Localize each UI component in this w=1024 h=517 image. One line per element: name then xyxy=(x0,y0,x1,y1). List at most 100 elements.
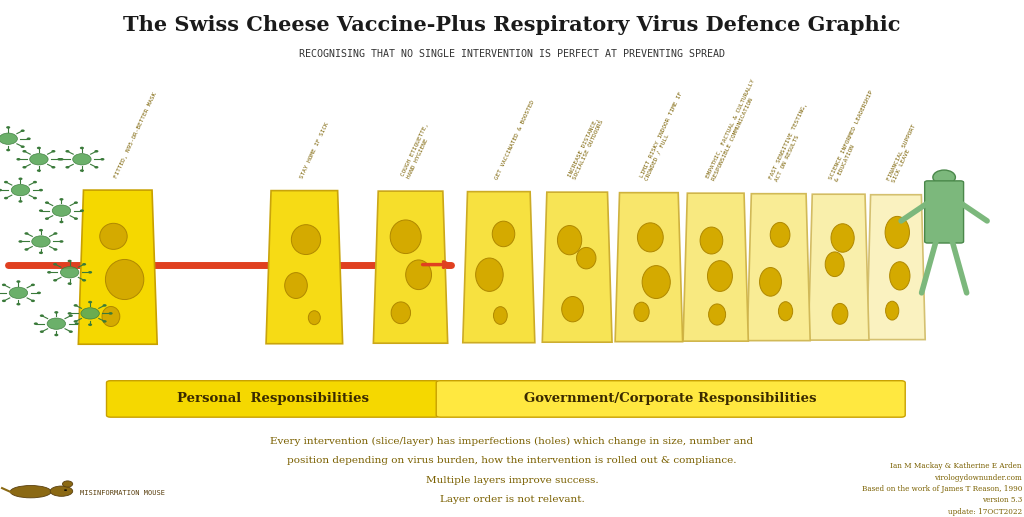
Ellipse shape xyxy=(475,258,503,292)
Ellipse shape xyxy=(59,240,63,243)
Ellipse shape xyxy=(80,209,84,212)
Ellipse shape xyxy=(557,225,582,255)
Ellipse shape xyxy=(37,169,41,172)
Text: Personal  Responsibilities: Personal Responsibilities xyxy=(177,392,369,405)
Ellipse shape xyxy=(31,284,35,286)
Text: Every intervention (slice/layer) has imperfections (holes) which change in size,: Every intervention (slice/layer) has imp… xyxy=(270,437,754,446)
Ellipse shape xyxy=(66,166,70,169)
Text: STAY HOME IF SICK: STAY HOME IF SICK xyxy=(300,121,331,179)
Ellipse shape xyxy=(23,166,27,169)
Ellipse shape xyxy=(391,302,411,324)
Ellipse shape xyxy=(109,312,113,315)
Ellipse shape xyxy=(0,133,17,144)
Text: Based on the work of James T Reason, 1990: Based on the work of James T Reason, 199… xyxy=(861,485,1022,493)
Ellipse shape xyxy=(6,126,10,129)
Ellipse shape xyxy=(10,485,51,498)
Ellipse shape xyxy=(31,299,35,302)
Polygon shape xyxy=(866,195,926,340)
Ellipse shape xyxy=(66,150,70,153)
Ellipse shape xyxy=(886,301,899,320)
Ellipse shape xyxy=(642,266,671,298)
Polygon shape xyxy=(374,191,447,343)
Ellipse shape xyxy=(88,301,92,303)
Ellipse shape xyxy=(34,323,38,325)
Ellipse shape xyxy=(20,129,25,132)
Ellipse shape xyxy=(74,304,78,307)
Text: Government/Corporate Responsibilities: Government/Corporate Responsibilities xyxy=(524,392,817,405)
Ellipse shape xyxy=(81,308,99,319)
Ellipse shape xyxy=(18,177,23,180)
Ellipse shape xyxy=(69,330,73,333)
Ellipse shape xyxy=(634,302,649,322)
Ellipse shape xyxy=(18,200,23,203)
Ellipse shape xyxy=(47,318,66,329)
Ellipse shape xyxy=(885,217,909,248)
Ellipse shape xyxy=(390,220,421,253)
Ellipse shape xyxy=(16,158,20,161)
Ellipse shape xyxy=(833,303,848,324)
Ellipse shape xyxy=(80,147,84,149)
Ellipse shape xyxy=(37,292,41,294)
Ellipse shape xyxy=(25,248,29,251)
Text: FINANCIAL SUPPORT
SICK LEAVE: FINANCIAL SUPPORT SICK LEAVE xyxy=(886,123,922,184)
Ellipse shape xyxy=(100,158,104,161)
Polygon shape xyxy=(683,193,749,341)
Ellipse shape xyxy=(33,181,37,184)
Ellipse shape xyxy=(20,145,25,148)
Ellipse shape xyxy=(32,236,50,247)
Ellipse shape xyxy=(53,248,57,251)
Ellipse shape xyxy=(45,202,49,204)
Polygon shape xyxy=(543,192,612,342)
Ellipse shape xyxy=(577,248,596,269)
Text: The Swiss Cheese Vaccine-Plus Respiratory Virus Defence Graphic: The Swiss Cheese Vaccine-Plus Respirator… xyxy=(123,16,901,35)
Polygon shape xyxy=(615,193,683,342)
Ellipse shape xyxy=(562,296,584,322)
Ellipse shape xyxy=(39,209,43,212)
Polygon shape xyxy=(463,192,535,343)
Ellipse shape xyxy=(54,311,58,314)
Ellipse shape xyxy=(27,138,31,140)
Ellipse shape xyxy=(54,333,58,336)
Ellipse shape xyxy=(99,223,127,249)
Ellipse shape xyxy=(37,147,41,149)
Ellipse shape xyxy=(39,251,43,254)
Ellipse shape xyxy=(75,323,79,325)
Ellipse shape xyxy=(74,217,78,220)
Ellipse shape xyxy=(39,229,43,232)
Polygon shape xyxy=(748,194,810,341)
Ellipse shape xyxy=(94,150,98,153)
Ellipse shape xyxy=(50,486,73,496)
Ellipse shape xyxy=(45,217,49,220)
Ellipse shape xyxy=(60,267,79,278)
Ellipse shape xyxy=(82,279,86,282)
Ellipse shape xyxy=(890,262,910,290)
Text: virologydownunder.com: virologydownunder.com xyxy=(934,474,1022,482)
Ellipse shape xyxy=(16,280,20,283)
Ellipse shape xyxy=(102,304,106,307)
Ellipse shape xyxy=(68,260,72,262)
Ellipse shape xyxy=(102,307,120,327)
Ellipse shape xyxy=(778,302,793,321)
Text: update: 17OCT2022: update: 17OCT2022 xyxy=(948,508,1022,515)
Text: SCIENCE INFORMED LEADERSHIP
& EDUCATION: SCIENCE INFORMED LEADERSHIP & EDUCATION xyxy=(828,89,880,183)
Ellipse shape xyxy=(292,225,321,254)
Text: version 5.3: version 5.3 xyxy=(982,496,1022,504)
Ellipse shape xyxy=(74,202,78,204)
Ellipse shape xyxy=(57,158,61,161)
Ellipse shape xyxy=(105,260,143,299)
Ellipse shape xyxy=(53,232,57,235)
Ellipse shape xyxy=(18,240,23,243)
Text: FAST SENSITIVE TESTING,
ACT ON RESULTS: FAST SENSITIVE TESTING, ACT ON RESULTS xyxy=(769,102,814,183)
Ellipse shape xyxy=(4,181,8,184)
Text: Ian M Mackay & Katherine E Arden: Ian M Mackay & Katherine E Arden xyxy=(891,462,1022,470)
Ellipse shape xyxy=(16,303,20,306)
Ellipse shape xyxy=(53,263,57,266)
Ellipse shape xyxy=(825,252,844,277)
Ellipse shape xyxy=(831,224,854,252)
Ellipse shape xyxy=(59,221,63,223)
Polygon shape xyxy=(808,194,869,340)
Ellipse shape xyxy=(82,263,86,266)
Ellipse shape xyxy=(700,227,723,254)
FancyBboxPatch shape xyxy=(925,181,964,243)
Ellipse shape xyxy=(94,166,98,169)
